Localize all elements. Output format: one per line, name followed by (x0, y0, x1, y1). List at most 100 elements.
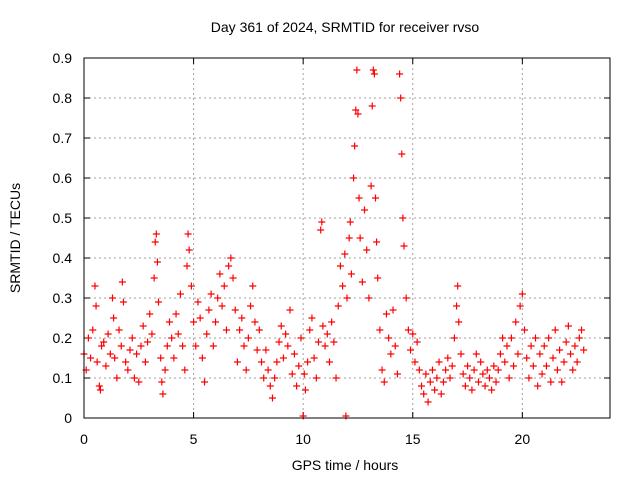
data-point (89, 326, 97, 334)
data-point (209, 342, 217, 350)
data-point (435, 358, 443, 366)
data-point (431, 386, 439, 394)
data-point (84, 334, 92, 342)
data-point (100, 338, 108, 346)
data-point (567, 350, 575, 358)
data-point (158, 378, 166, 386)
data-point (380, 378, 388, 386)
data-point (564, 322, 572, 330)
data-point (113, 374, 121, 382)
data-point (365, 294, 373, 302)
data-point (268, 394, 276, 402)
x-tick-label: 15 (405, 431, 421, 447)
data-point (128, 334, 136, 342)
data-point (91, 282, 99, 290)
data-point (205, 306, 213, 314)
data-point (507, 334, 515, 342)
data-point (176, 290, 184, 298)
data-point (170, 354, 178, 362)
data-point (352, 106, 360, 114)
data-point (560, 358, 568, 366)
data-point (179, 342, 187, 350)
data-point (358, 278, 366, 286)
data-point (407, 346, 415, 354)
data-point (293, 382, 301, 390)
data-point (479, 370, 487, 378)
data-point (323, 330, 331, 338)
data-point (266, 382, 274, 390)
data-point (106, 350, 114, 358)
data-point (115, 326, 123, 334)
data-point (553, 366, 561, 374)
y-tick-label: 0.4 (53, 250, 73, 266)
data-point (165, 318, 173, 326)
data-point (424, 398, 432, 406)
data-point (328, 318, 336, 326)
data-point (402, 294, 410, 302)
data-point (87, 354, 95, 362)
data-point (203, 330, 211, 338)
data-point (334, 302, 342, 310)
data-point (483, 366, 491, 374)
data-point (346, 218, 354, 226)
data-point (247, 302, 255, 310)
data-point (264, 366, 272, 374)
data-point (523, 354, 531, 362)
data-point (153, 258, 161, 266)
data-point (207, 290, 215, 298)
data-point (231, 306, 239, 314)
data-point (242, 366, 250, 374)
data-point (229, 274, 237, 282)
data-point (442, 366, 450, 374)
data-point (262, 346, 270, 354)
data-point (306, 326, 314, 334)
data-point (404, 326, 412, 334)
data-point (318, 218, 326, 226)
data-point (389, 306, 397, 314)
y-tick-label: 0.2 (53, 330, 73, 346)
x-tick-label: 5 (190, 431, 198, 447)
data-point (503, 342, 511, 350)
data-point (450, 334, 458, 342)
data-point (253, 346, 261, 354)
data-point (446, 374, 454, 382)
y-tick-label: 0 (64, 410, 72, 426)
data-point (488, 386, 496, 394)
data-point (396, 70, 404, 78)
data-point (225, 262, 233, 270)
data-point (448, 362, 456, 370)
data-point (163, 342, 171, 350)
data-point (468, 386, 476, 394)
data-point (255, 326, 263, 334)
data-point (361, 206, 369, 214)
chart-title: Day 361 of 2024, SRMTID for receiver rvs… (211, 19, 480, 35)
data-point (494, 366, 502, 374)
data-point (196, 314, 204, 322)
data-point (260, 374, 268, 382)
data-point (343, 294, 351, 302)
data-point (150, 274, 158, 282)
data-point (141, 358, 149, 366)
data-point (244, 334, 252, 342)
data-point (514, 350, 522, 358)
data-point (249, 282, 257, 290)
data-point (521, 326, 529, 334)
data-point (373, 238, 381, 246)
data-point (422, 370, 430, 378)
data-point (216, 270, 224, 278)
data-point (461, 382, 469, 390)
data-point (551, 326, 559, 334)
data-point (481, 382, 489, 390)
data-point (96, 386, 104, 394)
data-point (325, 358, 333, 366)
data-point (312, 374, 320, 382)
data-point (470, 366, 478, 374)
data-point (135, 378, 143, 386)
data-point (490, 362, 498, 370)
x-tick-label: 10 (295, 431, 311, 447)
data-point (151, 238, 159, 246)
data-point (273, 358, 281, 366)
data-point (172, 310, 180, 318)
data-point (573, 358, 581, 366)
data-point (477, 358, 485, 366)
